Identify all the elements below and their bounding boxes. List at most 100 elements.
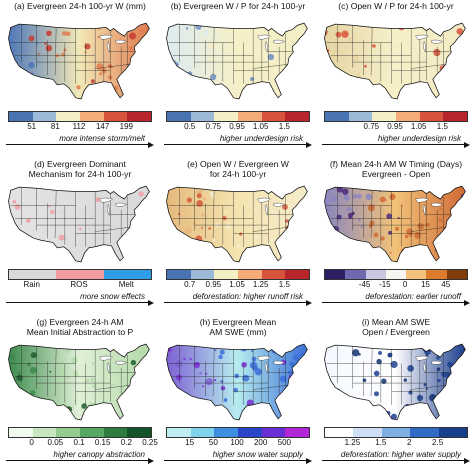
- colorbar-swatch: [190, 270, 215, 279]
- us-outline: [8, 186, 150, 262]
- colorbar-swatch: [56, 270, 104, 279]
- great-lake: [99, 355, 113, 361]
- map-panel: (c) Open W / P for 24-h 100-yr 0.75 0.95 1.…: [318, 2, 474, 158]
- arrow-right-icon: [464, 300, 470, 306]
- us-map: [2, 13, 158, 109]
- colorbar-tick-label: -15: [379, 280, 391, 289]
- great-lake: [99, 197, 113, 203]
- colorbar-swatch: [9, 428, 33, 437]
- us-map: [2, 181, 158, 267]
- great-lake: [106, 41, 110, 53]
- colorbar-swatch: [372, 112, 397, 121]
- colorbar-swatch: [285, 270, 310, 279]
- colorbar-ticks: 1.25 1.5 2 2.5: [324, 438, 466, 448]
- panel-title-line: (c) Open W / P for 24-h 100-yr: [338, 2, 454, 11]
- colorbar-swatch: [127, 428, 152, 437]
- colorbar-swatch: [348, 112, 373, 121]
- great-lake: [431, 202, 443, 207]
- colorbar-swatch: [419, 112, 444, 121]
- legend-category-label: ROS: [70, 280, 88, 289]
- colorbar: [8, 111, 152, 122]
- colorbar-tick-label: 1.05: [229, 280, 245, 289]
- colorbar-swatch: [325, 428, 354, 437]
- colorbar-ticks: -45 -15 0 15 45: [324, 280, 466, 290]
- map-panel: (b) Evergreen W / P for 24-h 100-yr 0.5 0.…: [160, 2, 316, 158]
- arrow-caption: higher canopy abstraction: [53, 450, 145, 459]
- panel-title: (f) Mean 24-h AM W Timing (Days) Evergree…: [320, 160, 472, 179]
- state-borders: [10, 188, 136, 247]
- colorbar-tick-label: 1.05: [410, 122, 427, 131]
- arrow-line: [6, 144, 151, 145]
- colorbar-ticks: 0.7 0.95 1.05 1.25 1.5: [166, 280, 308, 290]
- great-lake: [264, 204, 268, 216]
- map-panel: (f) Mean 24-h AM W Timing (Days) Evergree…: [318, 160, 474, 316]
- colorbar-swatch: [238, 270, 262, 279]
- panel-title-line: (a) Evergreen 24-h 100-yr W (mm): [14, 2, 146, 11]
- map-panel: (g) Evergreen 24-h AM Mean Initial Abstra…: [2, 318, 158, 474]
- colorbar-swatch: [103, 112, 128, 121]
- colorbar-swatch: [214, 112, 239, 121]
- arrow-line: [322, 302, 467, 303]
- colorbar-tick-label: 147: [95, 122, 110, 131]
- colorbar: [8, 427, 152, 438]
- colorbar-ticks: 15 50 100 200 500: [166, 438, 308, 448]
- colorbar-swatch: [9, 112, 33, 121]
- us-outline: [166, 186, 308, 262]
- arrow-line: [164, 460, 309, 461]
- arrow-line: [322, 144, 467, 145]
- colorbar: [324, 111, 468, 122]
- colorbar-swatch: [214, 270, 239, 279]
- great-lake: [106, 204, 110, 216]
- map-panel: (i) Mean AM SWE Open / Evergreen 1.25 1.5 2 2…: [318, 318, 474, 474]
- great-lake: [264, 41, 268, 53]
- panel-title: (c) Open W / P for 24-h 100-yr: [320, 2, 472, 12]
- great-lake: [415, 34, 429, 40]
- colorbar-tick-label: 200: [253, 438, 268, 447]
- great-lake: [257, 355, 271, 361]
- arrow-right-icon: [464, 458, 470, 464]
- us-outline: [324, 186, 466, 262]
- us-map: [160, 181, 316, 267]
- us-map: [318, 13, 474, 109]
- colorbar-swatch: [103, 270, 151, 279]
- colorbar-swatch: [190, 428, 215, 437]
- colorbar-tick-label: 0: [402, 280, 408, 289]
- great-lake: [431, 360, 443, 365]
- colorbar-tick-label: 15: [185, 438, 195, 447]
- great-lake: [257, 197, 271, 203]
- colorbar-tick-label: 1.25: [344, 438, 361, 447]
- country-border: [8, 185, 150, 263]
- us-map: [318, 339, 474, 425]
- arrow-right-icon: [464, 142, 470, 148]
- colorbar-tick-label: 1.25: [252, 280, 269, 289]
- colorbar-tick-label: 100: [230, 438, 244, 447]
- state-borders: [168, 25, 294, 84]
- arrow-right-icon: [306, 300, 312, 306]
- arrow-caption: higher underdesign risk: [219, 134, 303, 143]
- arrow-line: [164, 302, 309, 303]
- state-borders: [168, 346, 294, 405]
- great-lake: [264, 362, 268, 374]
- panel-title-line: (g) Evergreen 24-h AM: [36, 318, 124, 327]
- panel-title-line: AM SWE (mm): [209, 326, 267, 337]
- colorbar: [166, 427, 310, 438]
- colorbar-swatch: [167, 112, 191, 121]
- great-lake: [415, 197, 429, 203]
- colorbar-tick-label: 0.75: [205, 122, 222, 131]
- great-lake: [257, 34, 271, 40]
- great-lake: [106, 362, 110, 374]
- great-lake: [422, 362, 426, 374]
- colorbar-tick-label: 1.5: [278, 280, 290, 289]
- colorbar-swatch: [9, 270, 57, 279]
- colorbar-swatch: [426, 270, 447, 279]
- us-map: [318, 181, 474, 267]
- map-panel: (h) Evergreen Mean AM SWE (mm) 15 50 100 200 5…: [160, 318, 316, 474]
- panel-title: (g) Evergreen 24-h AM Mean Initial Abstra…: [4, 318, 156, 337]
- colorbar-tick-label: 1.5: [375, 438, 387, 447]
- panel-title-line: for 24-h 100-yr: [209, 168, 267, 179]
- country-border: [8, 343, 150, 421]
- arrow-right-icon: [148, 142, 154, 148]
- great-lake: [422, 204, 426, 216]
- us-map: [2, 339, 158, 425]
- colorbar-tick-label: 0.2: [120, 438, 132, 447]
